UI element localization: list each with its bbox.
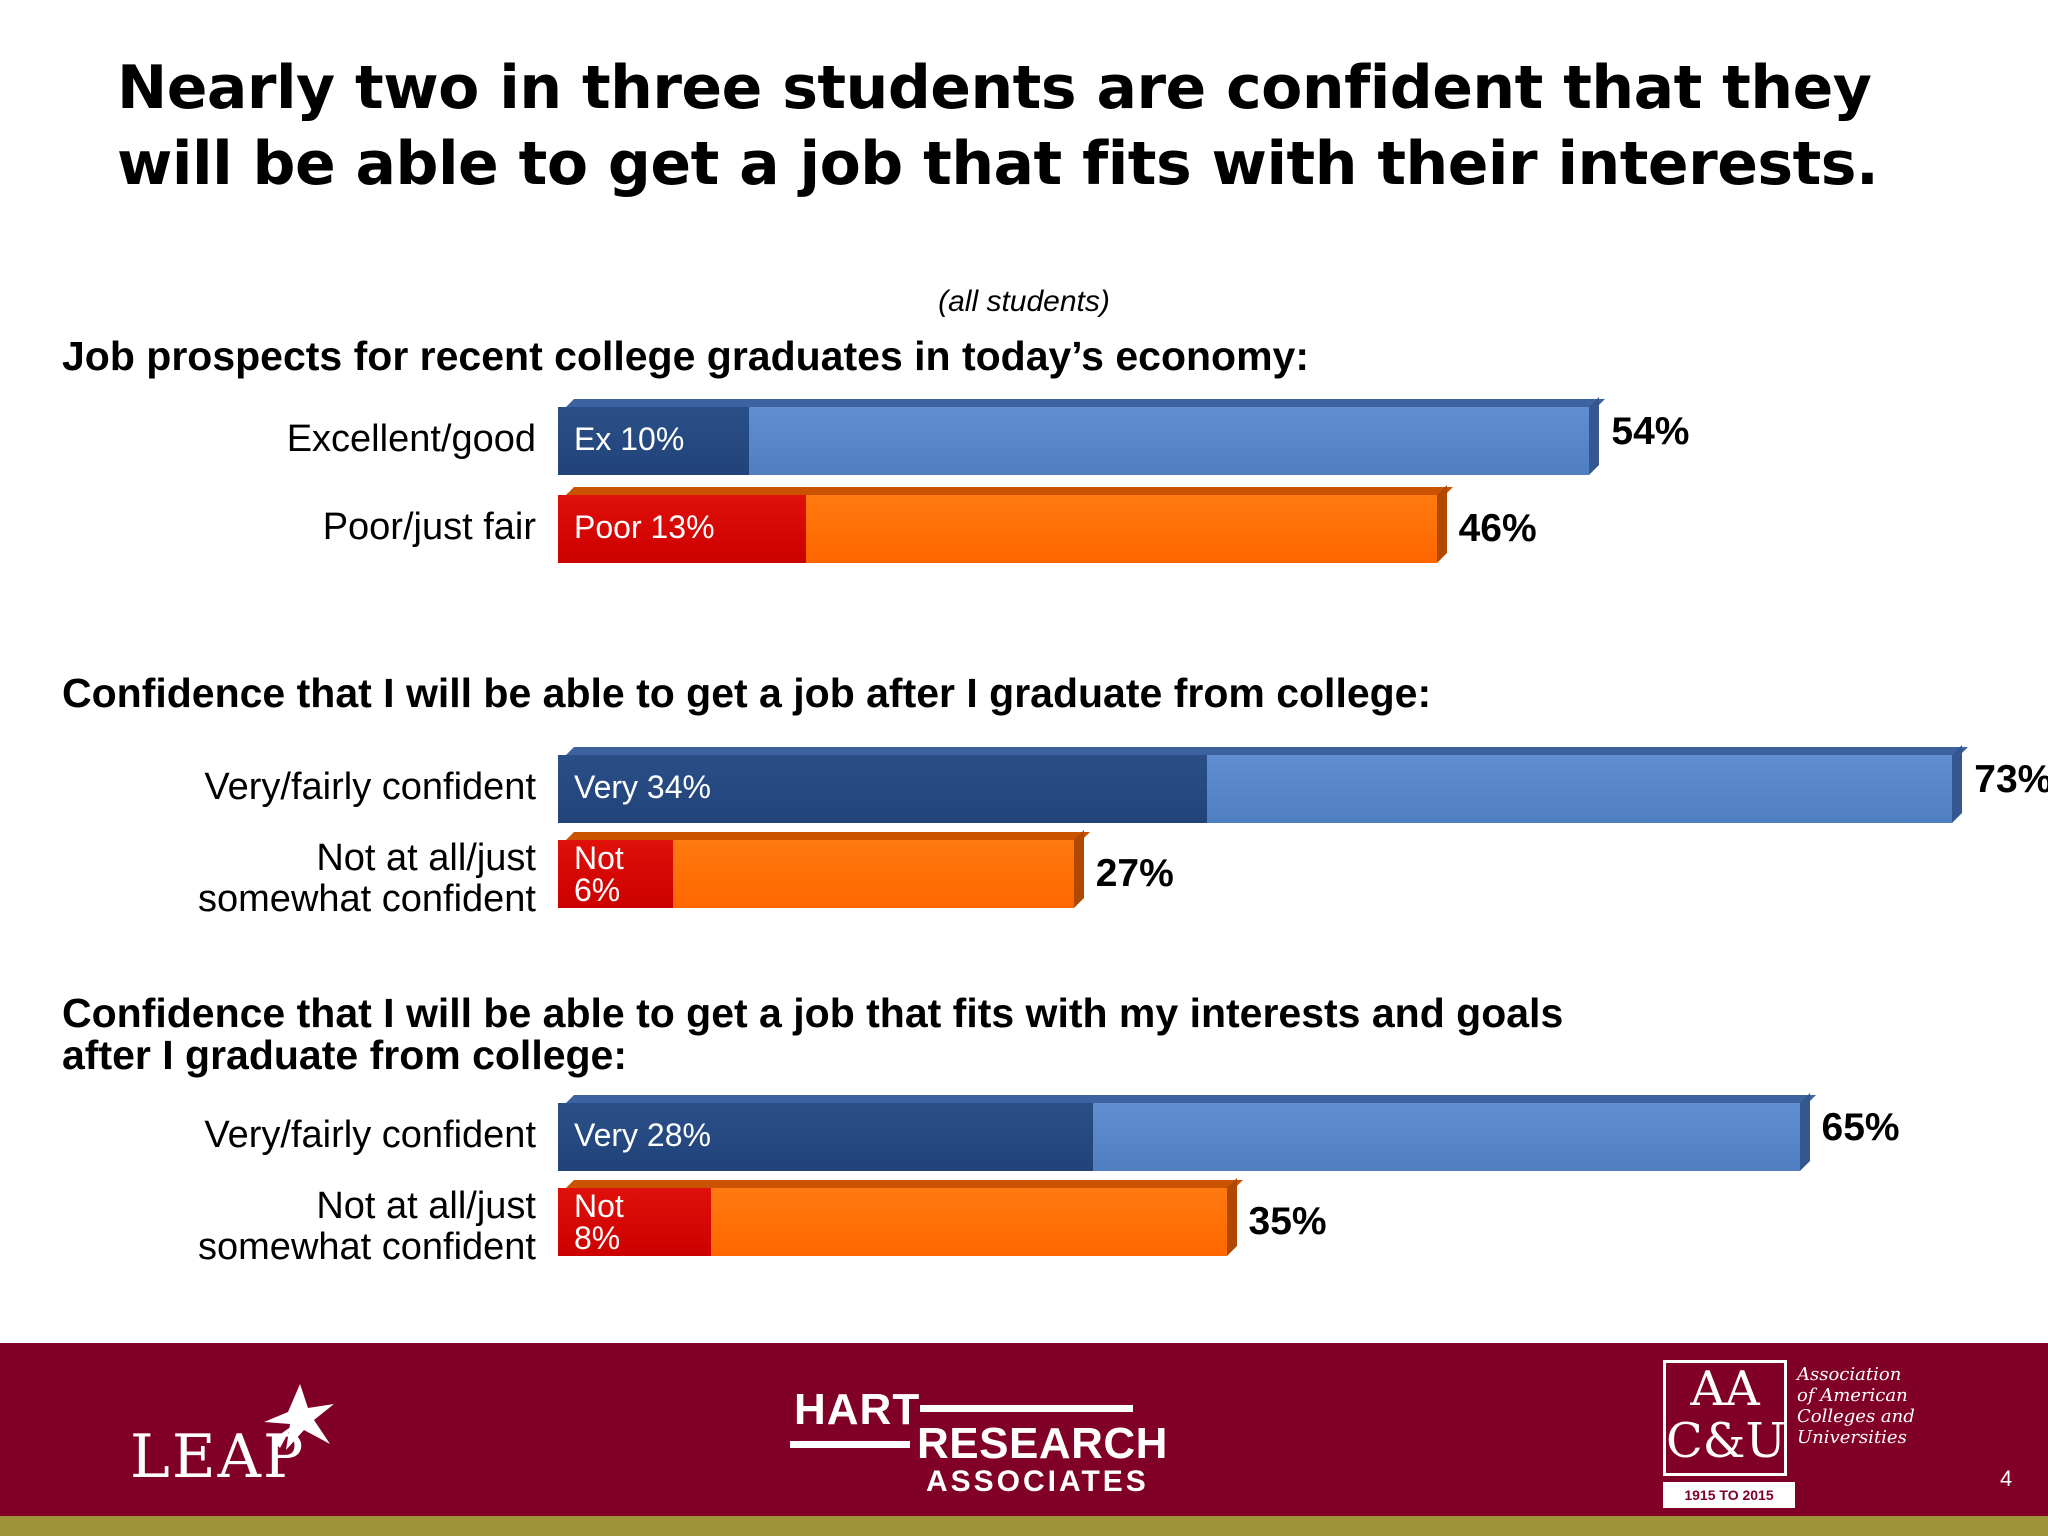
aacu-name: Association of American Colleges and Uni…: [1797, 1364, 1915, 1448]
page-number: 4: [2000, 1466, 2013, 1491]
bar-blue: Very 28%: [558, 1093, 1816, 1171]
leap-text: LEAP: [130, 1422, 306, 1492]
bar-top-face: [566, 832, 1090, 840]
bar-top-face: [566, 1180, 1243, 1188]
bar-side-face: [1073, 830, 1084, 908]
total-value-label: 65%: [1821, 1106, 1900, 1149]
total-value-label: 35%: [1248, 1200, 1327, 1243]
bar-inner-segment: [558, 495, 807, 563]
bar-orange: Poor 13%: [558, 485, 1453, 563]
bar-top-face: [566, 747, 1969, 755]
bar-top-face: [566, 487, 1453, 495]
inner-value-label: Ex 10%: [574, 421, 685, 457]
hart-line-3: ASSOCIATES: [926, 1465, 1149, 1498]
bar-inner-segment: [558, 1188, 711, 1256]
bar-inner-segment: [558, 755, 1208, 823]
footer-stripe: [0, 1516, 2048, 1536]
section-heading: Confidence that I will be able to get a …: [62, 670, 1432, 716]
inner-value-label: Not 8%: [574, 1188, 624, 1256]
aacu-years: 1915 TO 2015: [1663, 1482, 1795, 1508]
total-value-label: 46%: [1458, 507, 1537, 550]
section-heading: Job prospects for recent college graduat…: [62, 333, 1310, 379]
category-label: Not at all/just somewhat confident: [198, 837, 536, 920]
bar-side-face: [1799, 1093, 1810, 1171]
total-value-label: 73%: [1974, 758, 2048, 801]
total-value-label: 27%: [1095, 852, 1174, 895]
bar-inner-segment: [558, 840, 673, 908]
category-label: Very/fairly confident: [204, 1114, 536, 1156]
inner-value-label: Very 28%: [574, 1117, 711, 1153]
category-label: Not at all/just somewhat confident: [198, 1185, 536, 1268]
total-value-label: 54%: [1611, 410, 1690, 453]
inner-value-label: Poor 13%: [574, 509, 715, 545]
section-heading: Confidence that I will be able to get a …: [62, 990, 1564, 1078]
bar-side-face: [1952, 745, 1963, 823]
hart-research-logo: HART RESEARCH ASSOCIATES: [790, 1385, 1167, 1498]
star-icon: [264, 1384, 334, 1450]
category-label: Excellent/good: [286, 418, 536, 460]
bar-inner-segment: [558, 407, 749, 475]
bar-inner-segment: [558, 1103, 1093, 1171]
inner-value-label: Very 34%: [574, 769, 711, 805]
hart-line-1: HART: [794, 1385, 921, 1434]
slide-title: Nearly two in three students are confide…: [117, 53, 1879, 199]
hart-line-2: RESEARCH: [917, 1419, 1168, 1468]
bar-top-face: [566, 399, 1606, 407]
aacu-mark: AA C&U: [1663, 1360, 1787, 1476]
bar-side-face: [1589, 397, 1600, 475]
bar-side-face: [1226, 1178, 1237, 1256]
chart-subtitle: (all students): [938, 285, 1110, 318]
bar-top-face: [566, 1095, 1816, 1103]
category-label: Poor/just fair: [322, 506, 536, 548]
bar-blue: Very 34%: [558, 745, 1969, 823]
hart-rule-1: [920, 1405, 1133, 1412]
bar-orange: Not 8%: [558, 1178, 1243, 1256]
bar-orange: Not 6%: [558, 830, 1090, 908]
aacu-logo: AA C&U Association of American Colleges …: [1663, 1360, 1915, 1510]
bar-blue: Ex 10%: [558, 397, 1606, 475]
bar-side-face: [1436, 485, 1447, 563]
category-label: Very/fairly confident: [204, 766, 536, 808]
leap-logo: LEAP: [130, 1382, 360, 1492]
hart-rule-2: [790, 1441, 910, 1448]
inner-value-label: Not 6%: [574, 840, 624, 908]
